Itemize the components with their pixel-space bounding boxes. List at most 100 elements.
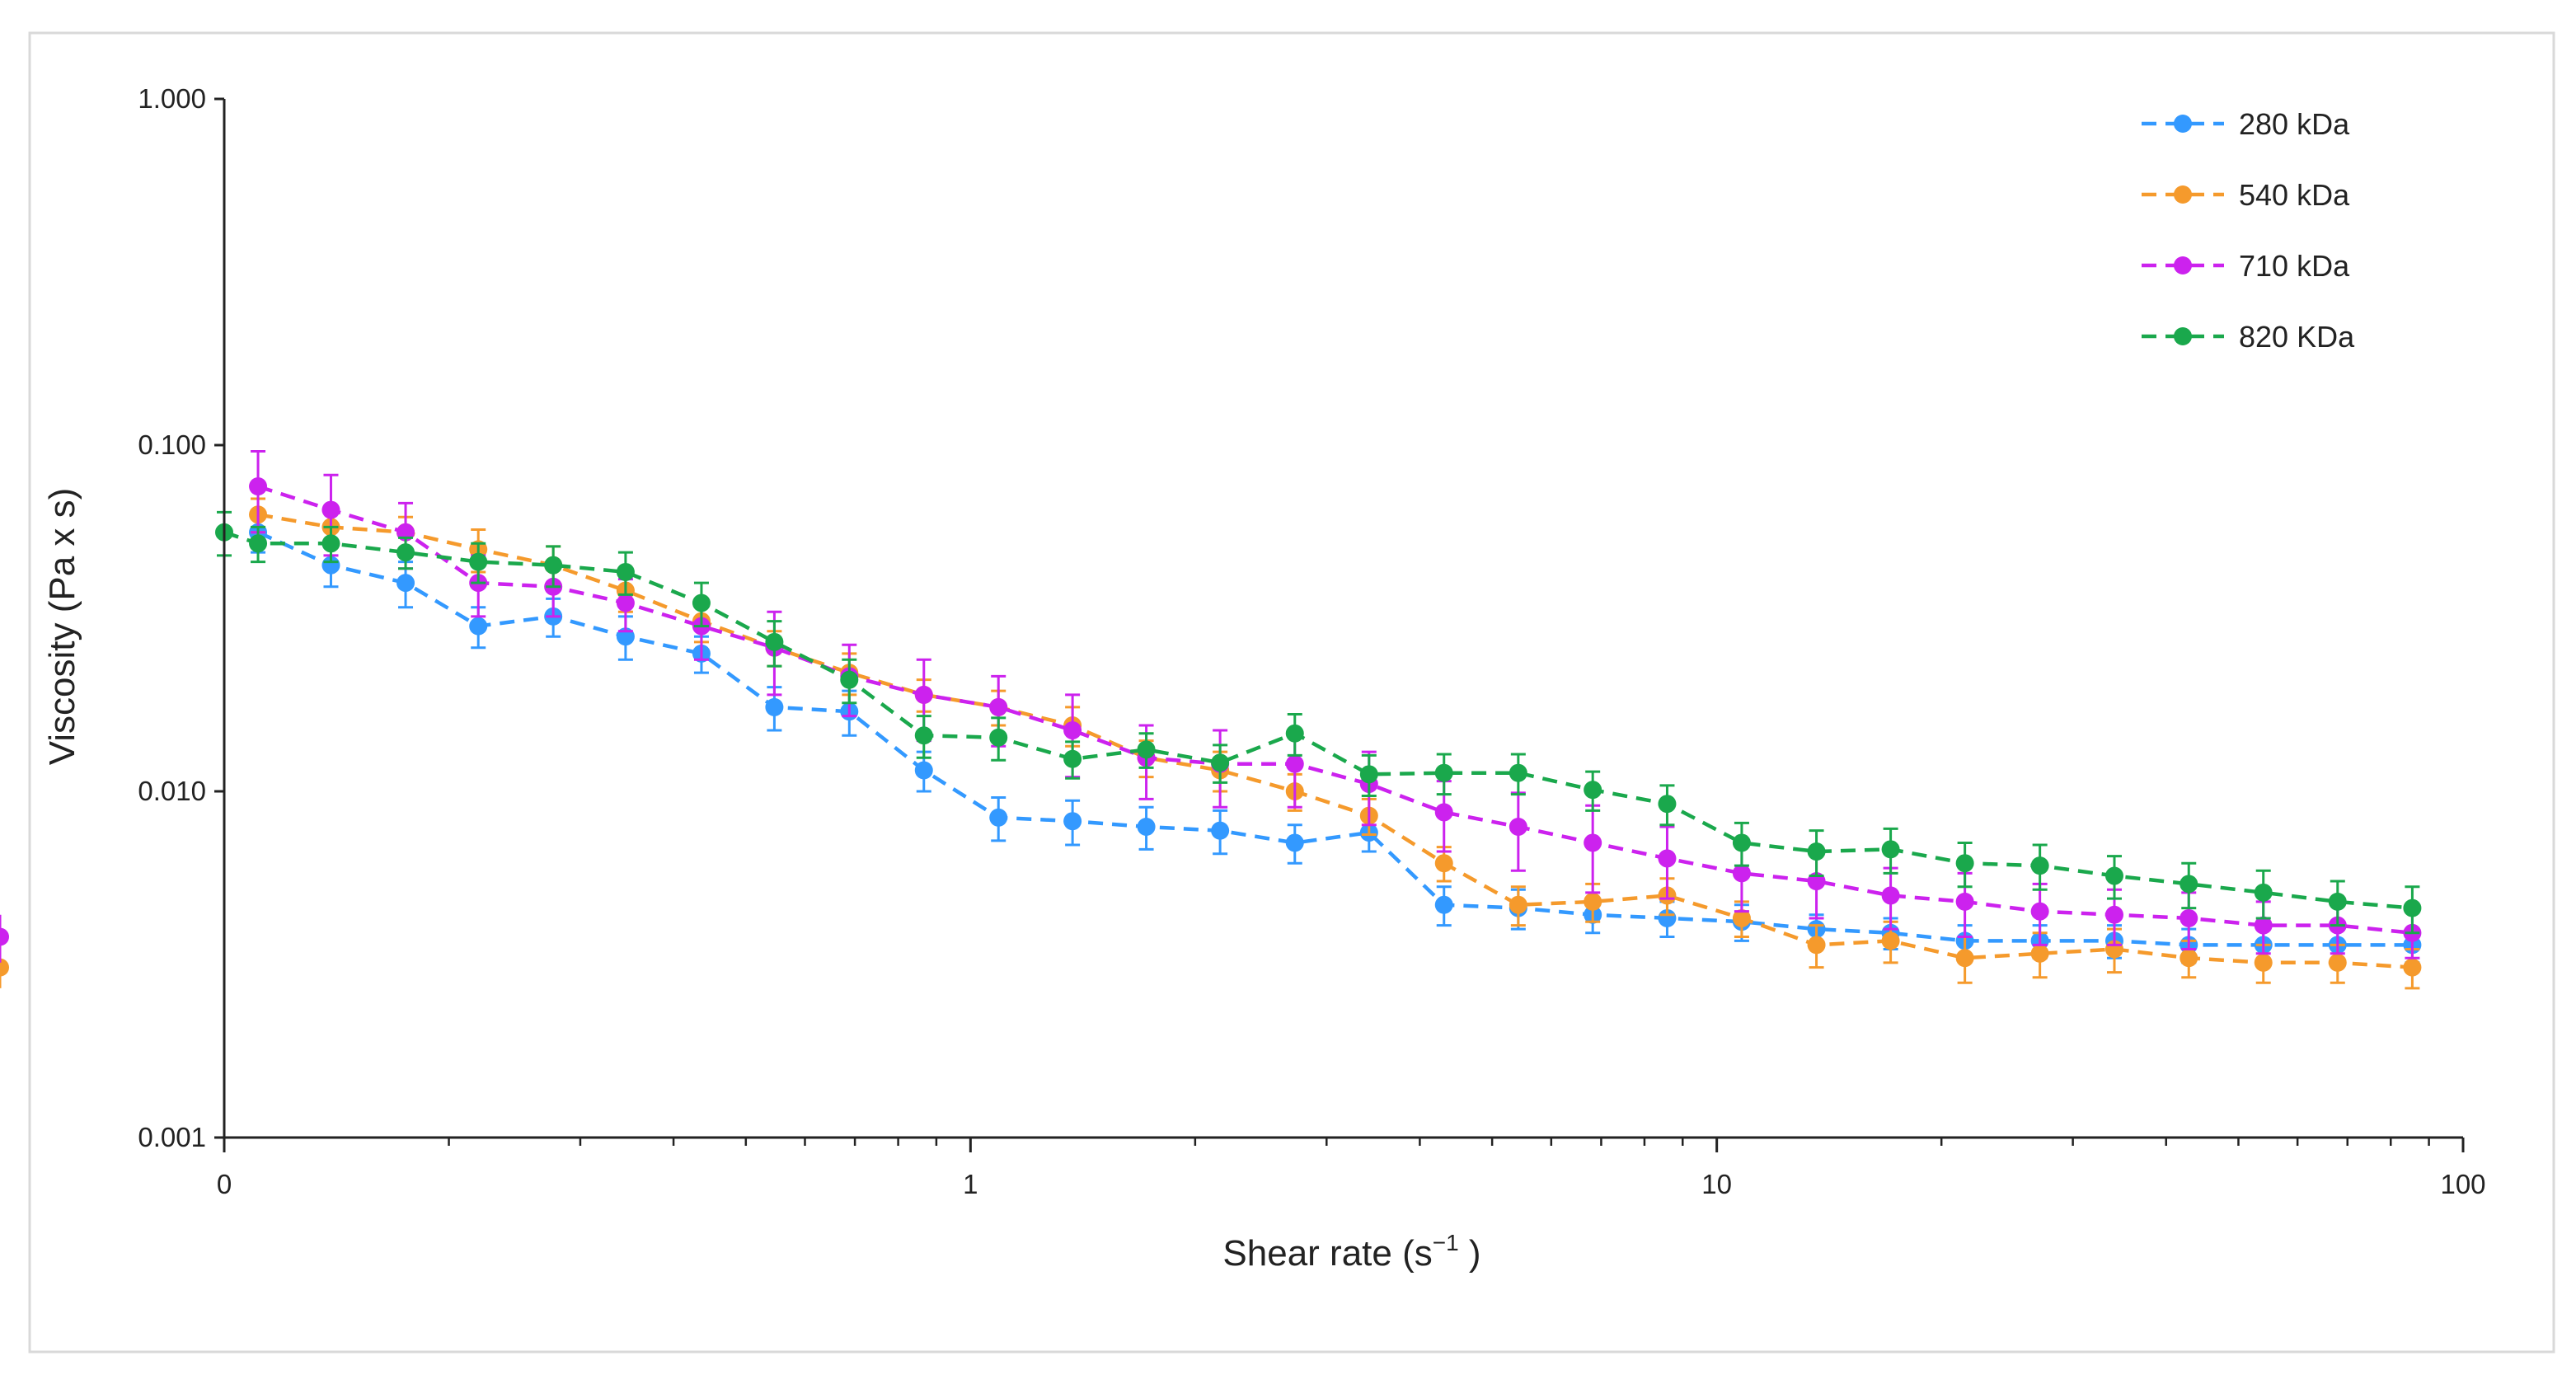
data-point	[1584, 892, 1602, 911]
data-point	[1137, 817, 1156, 836]
data-point	[1434, 895, 1453, 914]
data-point	[1881, 886, 1900, 905]
data-point	[1732, 864, 1751, 883]
legend-marker	[2174, 185, 2192, 204]
data-point	[1285, 754, 1304, 773]
legend-label: 280 kDa	[2239, 107, 2350, 141]
data-point	[989, 728, 1008, 747]
data-point	[2254, 916, 2273, 935]
x-tick-label: 100	[2440, 1169, 2485, 1199]
series-layer	[0, 449, 2422, 990]
data-point	[1359, 765, 1378, 784]
legend: 280 kDa 540 kDa 710 kDa 820 KDa	[2142, 107, 2355, 354]
data-point	[396, 543, 415, 562]
data-point	[1881, 931, 1900, 950]
data-point	[1285, 833, 1304, 852]
data-point	[2254, 953, 2273, 972]
data-point	[2328, 892, 2347, 911]
legend-item: 280 kDa	[2142, 107, 2350, 141]
data-point	[840, 670, 859, 689]
data-point	[616, 562, 635, 581]
series-line	[257, 530, 2413, 947]
data-point	[1137, 740, 1156, 759]
data-point	[321, 500, 340, 519]
data-point	[2030, 856, 2049, 875]
data-point	[989, 697, 1008, 716]
data-point	[914, 761, 933, 780]
data-point	[2030, 944, 2049, 963]
data-point	[321, 534, 340, 553]
x-tick-label: 10	[1701, 1169, 1732, 1199]
data-point	[1509, 763, 1527, 782]
legend-label: 820 KDa	[2239, 320, 2355, 354]
data-point	[1509, 895, 1527, 914]
legend-item: 540 kDa	[2142, 178, 2350, 212]
data-point	[989, 808, 1008, 827]
data-point	[2180, 875, 2198, 894]
data-point	[1658, 795, 1677, 814]
legend-marker	[2174, 115, 2192, 133]
data-point	[2030, 902, 2049, 921]
data-point	[0, 927, 9, 946]
legend-marker	[2174, 256, 2192, 274]
data-point	[1732, 908, 1751, 927]
series-line	[257, 513, 2413, 969]
data-point	[616, 593, 635, 612]
data-point	[1063, 721, 1082, 740]
data-point	[1881, 840, 1900, 859]
data-point	[1434, 803, 1453, 822]
data-point	[1732, 833, 1751, 852]
data-point	[249, 534, 268, 553]
data-point	[1807, 936, 1826, 955]
data-point	[1285, 724, 1304, 743]
y-tick-label: 0.001	[138, 1122, 206, 1152]
data-point	[2328, 953, 2347, 972]
data-point	[2104, 905, 2123, 924]
data-point	[2403, 898, 2422, 917]
data-point	[765, 697, 784, 716]
legend-label: 540 kDa	[2239, 178, 2350, 212]
data-point	[1584, 781, 1602, 800]
data-point	[914, 726, 933, 745]
data-point	[914, 685, 933, 704]
x-tick-label: 1	[963, 1169, 978, 1199]
data-point	[2403, 958, 2422, 977]
chart-frame	[28, 31, 2555, 1354]
y-tick-label: 0.010	[138, 776, 206, 806]
series-line	[257, 484, 2413, 936]
data-point	[1063, 749, 1082, 768]
legend-label: 710 kDa	[2239, 249, 2350, 283]
data-point	[469, 552, 488, 571]
y-tick-label: 1.000	[138, 83, 206, 114]
data-point	[469, 617, 488, 636]
data-point	[1807, 842, 1826, 861]
data-point	[1434, 763, 1453, 782]
y-axis-title: Viscosity (Pa x s)	[42, 488, 82, 766]
x-tick-label: 0	[217, 1169, 232, 1199]
axes-layer: 0.001 0.010 0.100 1.000 0 1 10 100	[138, 83, 2485, 1199]
y-tick-label: 0.100	[138, 429, 206, 460]
data-point	[692, 593, 711, 612]
data-point	[1584, 833, 1602, 852]
data-point	[1658, 849, 1677, 868]
data-point	[2104, 866, 2123, 885]
data-point	[1509, 817, 1527, 836]
series-820-kda	[215, 510, 2422, 935]
data-point	[544, 556, 563, 575]
data-point	[1955, 892, 1974, 911]
data-point	[249, 477, 268, 496]
data-point	[396, 574, 415, 593]
legend-marker	[2174, 327, 2192, 345]
legend-item: 820 KDa	[2142, 320, 2355, 354]
data-point	[2180, 949, 2198, 968]
data-point	[1955, 949, 1974, 968]
data-point	[765, 632, 784, 651]
data-point	[1955, 854, 1974, 873]
x-axis-title: Shear rate (s−1 )	[1222, 1230, 1480, 1274]
data-point	[2254, 883, 2273, 902]
data-point	[1063, 812, 1082, 831]
data-point	[1434, 854, 1453, 873]
data-point	[0, 958, 9, 977]
